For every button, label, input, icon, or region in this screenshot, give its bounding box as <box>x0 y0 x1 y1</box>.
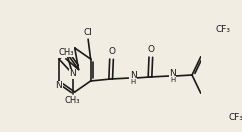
Text: Cl: Cl <box>84 28 92 37</box>
Text: N: N <box>130 70 136 79</box>
Text: N: N <box>56 81 62 90</box>
Text: CH₃: CH₃ <box>58 48 74 57</box>
Text: CF₃: CF₃ <box>216 25 231 34</box>
Text: N: N <box>169 69 176 77</box>
Text: O: O <box>108 47 115 56</box>
Text: CH₃: CH₃ <box>65 96 80 105</box>
Text: H: H <box>170 77 175 83</box>
Text: N: N <box>69 69 76 78</box>
Text: O: O <box>147 45 154 54</box>
Text: CF₃: CF₃ <box>229 113 242 122</box>
Text: H: H <box>131 79 136 85</box>
Text: N: N <box>60 48 67 57</box>
